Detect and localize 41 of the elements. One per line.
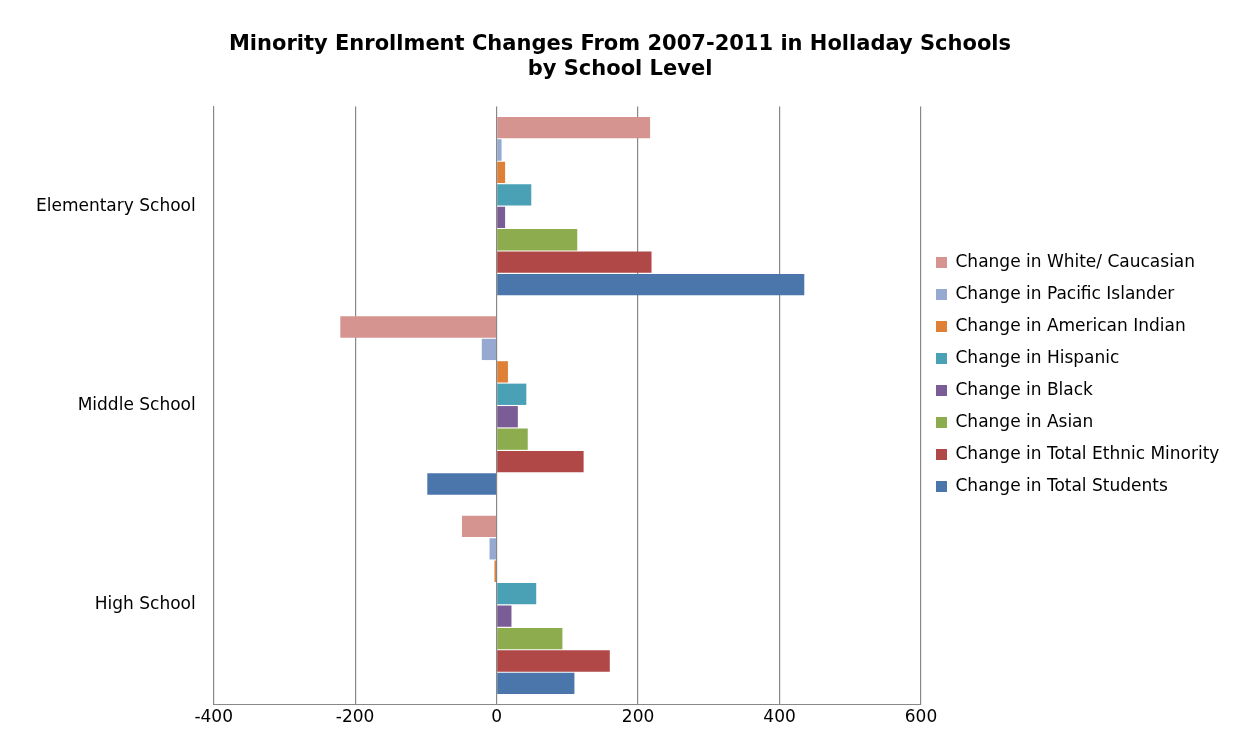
bar [481,338,497,361]
legend-label: Change in Black [955,378,1094,399]
bar [497,605,512,627]
legend-label: Change in White/ Caucasian [955,250,1196,271]
bar [497,273,805,296]
legend-label: Change in Total Students [955,474,1168,495]
x-tick-label: 200 [621,706,655,727]
bar [497,583,537,605]
bar [461,515,497,538]
legend-label: Change in Asian [955,410,1094,431]
bar [497,139,502,161]
bar [497,406,518,428]
bar [497,650,610,672]
bar [497,206,506,228]
legend-label: Change in Total Ethnic Minority [955,442,1220,463]
x-tick-label: 400 [763,706,796,727]
bar [497,229,578,251]
x-tick-label: -200 [335,706,375,727]
x-tick-label: -400 [194,706,233,727]
bar [497,361,508,383]
y-tick-label: High School [94,593,196,614]
x-tick-label: 600 [904,706,938,727]
bar [497,383,527,405]
bar [497,161,506,184]
y-tick-label: Elementary School [35,194,196,215]
bar [340,316,497,338]
y-tick-label: Middle School [77,393,196,414]
bar [497,251,652,273]
bar [497,184,532,206]
bar [497,672,575,695]
bar [497,116,651,139]
legend-label: Change in Pacific Islander [955,282,1175,303]
bar [489,538,497,560]
bar [497,450,584,473]
bar [497,627,563,650]
x-tick-label: 0 [491,706,503,727]
legend-label: Change in Hispanic [955,346,1120,367]
legend-label: Change in American Indian [955,314,1186,335]
bar [497,428,528,450]
chart-title: Minority Enrollment Changes From 2007-2011 in Holladay Schools by School Level [228,31,1012,81]
bar [427,473,497,495]
